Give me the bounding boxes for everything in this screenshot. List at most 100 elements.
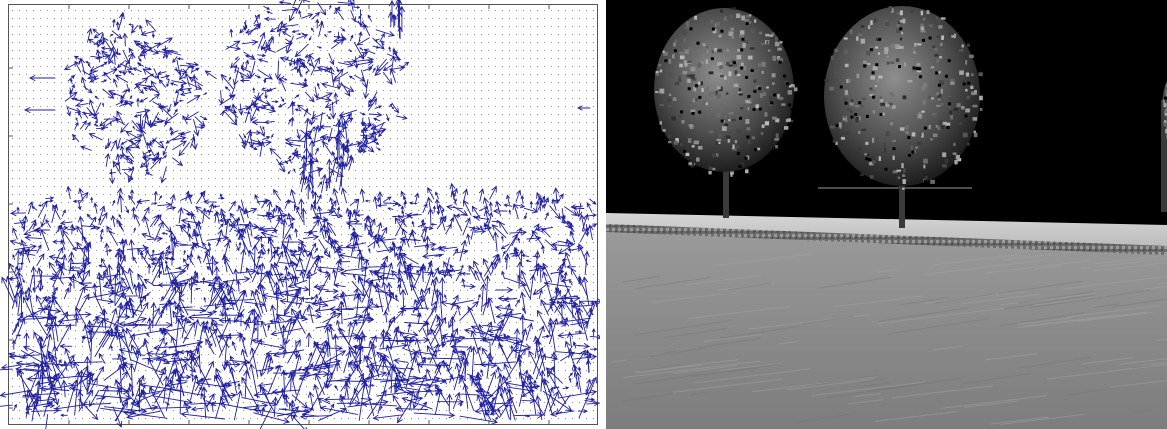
flow-arrow — [218, 196, 225, 200]
flow-arrow — [366, 355, 380, 375]
flow-arrow — [22, 277, 25, 284]
flow-arrow — [122, 410, 168, 419]
flow-arrow — [229, 85, 236, 100]
flow-arrow — [279, 298, 303, 305]
flow-arrow — [57, 358, 62, 367]
flow-arrow — [15, 366, 41, 373]
flow-arrow — [523, 207, 539, 214]
flow-arrow — [406, 367, 415, 371]
flow-arrow — [180, 194, 194, 201]
flow-arrow — [420, 262, 427, 279]
flow-arrow — [35, 279, 43, 289]
flow-arrow — [320, 20, 323, 26]
flow-arrow — [305, 70, 309, 74]
flow-arrow — [447, 338, 462, 344]
flow-arrow — [400, 205, 404, 214]
flow-arrow — [399, 236, 421, 243]
flow-arrow — [77, 390, 84, 409]
flow-arrow — [139, 158, 150, 169]
flow-arrow — [429, 343, 439, 364]
flow-arrow — [492, 231, 499, 252]
flow-arrow — [88, 328, 95, 366]
plot-frame — [8, 4, 598, 425]
flow-arrow — [307, 173, 314, 190]
flow-arrow — [486, 412, 492, 421]
flow-arrow — [368, 384, 375, 387]
flow-arrow — [252, 407, 298, 417]
flow-arrow — [283, 274, 289, 294]
flow-arrow — [84, 121, 91, 131]
flow-arrow — [93, 202, 98, 214]
road-texture — [610, 253, 1167, 425]
flow-arrow — [236, 279, 241, 292]
flow-arrow — [48, 312, 56, 348]
flow-arrow — [147, 235, 164, 242]
flow-arrow — [332, 187, 339, 206]
flow-arrow — [506, 194, 511, 205]
flow-arrow — [280, 96, 285, 103]
flow-arrow — [239, 71, 244, 80]
flow-arrow — [487, 297, 496, 324]
flow-arrow — [337, 31, 341, 40]
flow-arrow — [310, 112, 326, 120]
flow-arrow — [463, 359, 469, 375]
flow-arrow — [195, 206, 210, 220]
flow-arrow — [308, 158, 315, 189]
flow-arrow — [353, 387, 360, 401]
flow-arrow — [203, 296, 206, 303]
flow-arrow — [449, 327, 459, 345]
flow-arrow — [153, 190, 158, 202]
flow-arrow — [267, 247, 270, 255]
flow-arrow — [317, 181, 323, 188]
flow-arrow — [241, 397, 278, 407]
flow-arrow — [81, 284, 101, 291]
flow-arrow — [78, 215, 84, 236]
flow-arrow — [412, 382, 433, 389]
flow-arrow — [318, 266, 345, 273]
flow-arrow — [318, 342, 331, 374]
flow-arrow — [316, 96, 332, 103]
flow-arrow — [230, 58, 240, 69]
flow-arrow — [173, 132, 184, 140]
flow-arrow — [263, 77, 267, 84]
flow-arrow — [125, 145, 137, 151]
flow-arrow — [471, 376, 493, 412]
flow-arrow — [108, 46, 115, 60]
flow-arrow — [353, 274, 356, 281]
flow-arrow — [125, 327, 140, 351]
flow-arrow — [239, 25, 247, 34]
flow-arrow — [585, 379, 595, 396]
flow-arrow — [503, 296, 518, 303]
flow-arrow — [267, 87, 277, 92]
flow-arrow — [572, 354, 598, 360]
flow-arrow — [241, 376, 262, 414]
flow-arrow — [318, 255, 325, 259]
flow-arrow — [186, 94, 201, 104]
flow-arrow — [262, 136, 271, 141]
flow-arrow — [413, 412, 456, 419]
flow-arrow — [314, 307, 333, 314]
flow-arrow — [332, 156, 339, 172]
flow-arrow — [472, 215, 478, 218]
flow-arrow — [257, 58, 269, 63]
flow-arrow — [96, 366, 105, 378]
flow-arrow — [296, 33, 302, 36]
flow-arrow — [313, 125, 320, 147]
flow-arrow — [201, 385, 208, 419]
flow-arrow — [511, 254, 520, 258]
flow-arrow — [452, 247, 459, 256]
flow-arrow — [39, 359, 46, 385]
flow-arrow — [294, 94, 300, 99]
flow-arrow — [225, 40, 241, 50]
flow-arrow — [522, 307, 526, 314]
flow-arrow — [203, 199, 217, 205]
flow-arrow — [380, 328, 387, 349]
flow-arrow — [127, 267, 134, 287]
flow-arrow — [579, 213, 586, 230]
flow-arrow — [549, 205, 562, 220]
flow-arrow — [540, 378, 553, 415]
flow-arrow — [209, 255, 216, 275]
flow-arrow — [417, 223, 427, 228]
flow-arrow — [276, 407, 314, 417]
flow-arrow — [294, 108, 302, 112]
